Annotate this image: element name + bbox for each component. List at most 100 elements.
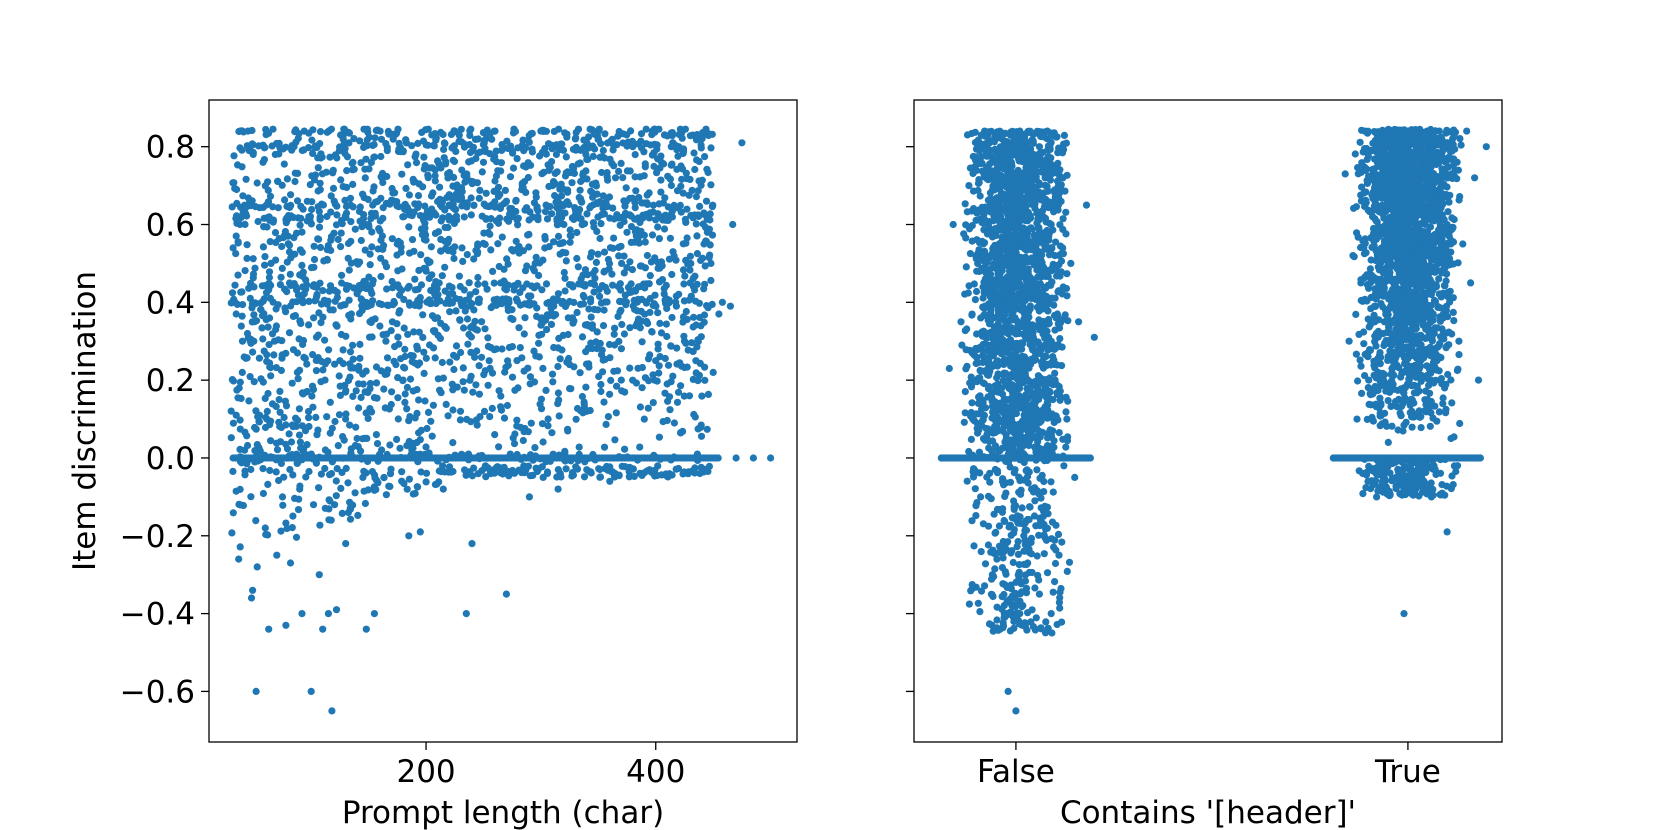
left-data-point	[620, 252, 628, 260]
left-data-point	[293, 298, 301, 306]
left-data-point	[321, 336, 329, 344]
false-group-point	[1043, 398, 1051, 407]
left-data-point	[410, 178, 418, 186]
left-data-point	[664, 203, 672, 211]
left-data-point	[291, 494, 299, 502]
left-data-point	[449, 386, 457, 394]
left-data-point	[355, 404, 363, 412]
false-group-point	[1041, 629, 1050, 637]
false-group-point	[977, 131, 986, 139]
left-data-point	[490, 296, 498, 304]
left-data-point	[532, 352, 540, 360]
left-data-point	[555, 396, 563, 404]
left-data-point	[317, 378, 325, 386]
y-tick-label: −0.6	[120, 674, 195, 710]
left-data-point	[508, 373, 517, 381]
left-data-point	[233, 386, 241, 394]
left-data-point	[513, 216, 521, 224]
left-data-point	[554, 232, 563, 240]
left-data-point	[380, 241, 388, 250]
left-data-point	[518, 354, 526, 362]
left-data-point	[672, 298, 680, 306]
false-group-point	[1033, 466, 1041, 474]
left-data-point	[538, 286, 546, 294]
false-group-point	[969, 473, 978, 481]
left-data-point	[498, 345, 506, 353]
left-data-point	[504, 306, 512, 315]
left-data-point	[371, 212, 380, 220]
left-data-point	[261, 182, 269, 190]
left-data-point	[457, 348, 465, 357]
left-data-point	[313, 283, 321, 292]
left-data-point	[397, 248, 405, 256]
left-data-point	[361, 174, 369, 182]
false-group-point	[1027, 618, 1035, 626]
left-data-point	[417, 251, 425, 259]
left-data-point	[662, 216, 670, 224]
left-data-point	[508, 343, 516, 351]
left-data-point	[497, 202, 505, 210]
left-data-point	[543, 215, 552, 223]
left-data-point	[503, 401, 511, 410]
left-data-point	[448, 299, 456, 307]
left-data-point	[626, 288, 634, 297]
left-data-point	[542, 280, 551, 288]
left-data-point	[503, 255, 511, 263]
left-data-point	[636, 403, 645, 411]
left-data-point	[564, 188, 572, 196]
left-data-point	[627, 127, 635, 135]
left-data-point	[554, 290, 563, 298]
false-group-point	[974, 599, 982, 607]
left-data-point	[349, 180, 357, 188]
left-data-point	[413, 342, 421, 350]
left-data-point	[232, 250, 240, 258]
left-data-point	[562, 465, 570, 473]
left-data-point	[679, 318, 687, 326]
left-data-point	[442, 158, 450, 166]
left-data-point	[655, 200, 663, 208]
left-data-point	[655, 362, 663, 370]
left-data-point	[508, 205, 516, 213]
left-data-point	[481, 144, 489, 152]
left-data-point	[680, 332, 688, 340]
left-data-point	[687, 259, 695, 268]
false-group-point	[1027, 550, 1035, 558]
false-group-point	[989, 546, 997, 554]
left-data-point	[537, 405, 546, 413]
left-data-point	[697, 256, 705, 264]
left-data-point	[237, 322, 245, 330]
false-group-point	[977, 493, 985, 501]
left-data-point	[434, 291, 442, 299]
left-data-point	[608, 135, 616, 143]
left-data-point	[270, 351, 278, 359]
left-data-point	[685, 296, 693, 304]
left-data-point	[370, 394, 378, 402]
left-data-point	[260, 310, 268, 318]
left-data-point	[542, 127, 551, 135]
left-data-point	[621, 202, 629, 210]
left-data-point	[423, 298, 431, 306]
false-group-point	[977, 208, 985, 216]
left-data-point	[609, 204, 617, 212]
left-data-point	[616, 280, 624, 288]
false-group-point	[1007, 264, 1015, 272]
false-group-point	[1030, 157, 1038, 166]
left-data-point	[339, 346, 347, 354]
left-data-point	[572, 415, 580, 423]
false-group-point	[1021, 235, 1029, 243]
false-group-point	[1042, 327, 1050, 335]
left-data-point	[228, 289, 237, 297]
left-data-point	[538, 420, 547, 428]
left-data-point	[236, 378, 244, 386]
left-data-point	[572, 143, 580, 151]
left-data-point	[282, 308, 290, 316]
left-data-point	[648, 231, 657, 239]
left-data-point	[558, 346, 566, 354]
left-data-point	[353, 434, 361, 443]
false-group-point	[963, 325, 971, 333]
left-data-point	[449, 467, 457, 476]
false-group-point	[1061, 187, 1069, 195]
left-data-point	[396, 307, 404, 315]
left-data-point	[588, 324, 597, 332]
left-data-point	[331, 286, 339, 294]
